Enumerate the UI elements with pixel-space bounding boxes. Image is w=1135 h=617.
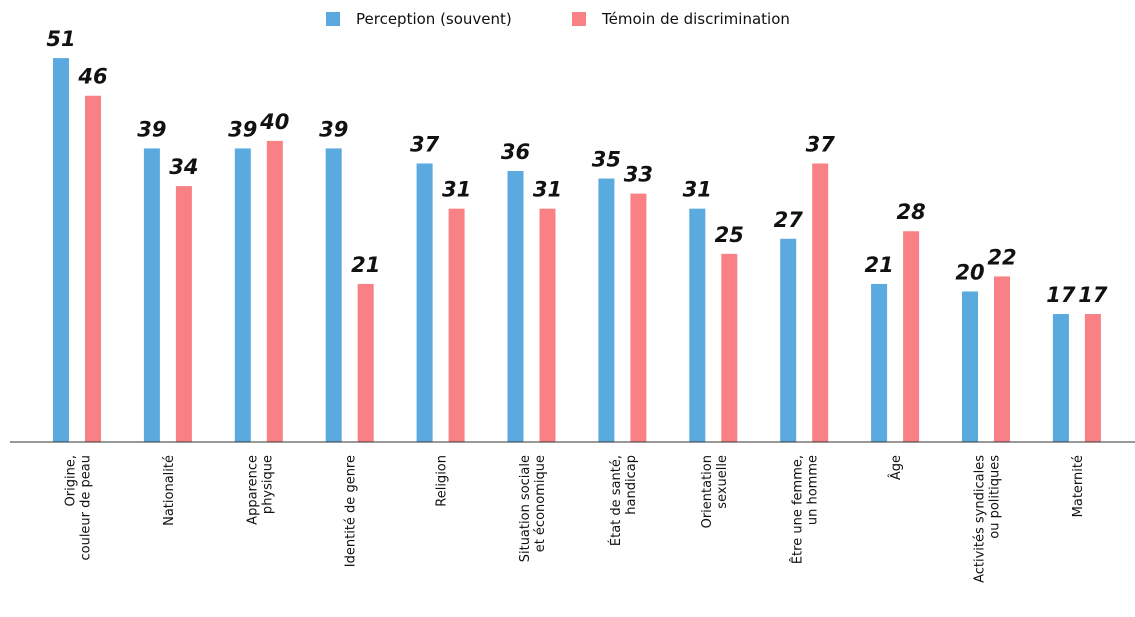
bar [507,171,524,442]
bar [812,163,829,442]
value-label: 22 [987,245,1016,269]
x-tick-label: Âge [888,455,904,480]
value-label: 28 [896,200,925,224]
bar [53,58,69,442]
x-tick-label: ou politiques [988,455,1003,539]
value-label: 37 [410,132,440,156]
bar [539,208,556,442]
legend-label: Perception (souvent) [356,10,512,28]
x-tick-label: physique [260,455,275,514]
x-tick-label: couleur de peau [79,455,94,561]
x-tick-label: Être une femme, [790,455,806,564]
x-tick-label: État de santé, [608,455,624,546]
x-tick-label: Activités syndicales [973,455,988,583]
bar [598,178,615,442]
value-label: 51 [46,27,75,51]
bar [689,208,706,442]
bar [780,238,797,442]
x-tick-label: Situation sociale [518,455,533,562]
bar [266,140,283,442]
bar [721,253,738,442]
value-label: 40 [259,110,289,134]
value-label: 20 [955,260,984,284]
bar [994,276,1010,442]
value-label: 39 [137,117,166,141]
value-label: 17 [1078,283,1108,307]
value-label: 27 [774,208,804,232]
value-label: 34 [169,155,198,179]
value-label: 33 [624,163,653,187]
value-label: 31 [533,178,562,202]
bar [325,148,342,442]
value-label: 46 [77,65,107,89]
value-label: 36 [501,140,530,164]
bar [1084,314,1101,442]
x-tick-label: Identité de genre [344,455,359,567]
x-tick-label: un homme [806,455,821,525]
x-tick-label: sexuelle [715,455,730,509]
x-tick-label: Orientation [700,455,715,528]
x-tick-label: Maternité [1071,455,1086,517]
legend-label: Témoin de discrimination [601,10,790,28]
x-tick-label: handicap [624,455,639,515]
bar [234,148,251,442]
bar [357,283,374,442]
value-label: 21 [864,253,893,277]
bar [448,208,465,442]
bar [143,148,160,442]
x-tick-label: Apparence [245,455,260,525]
bar [903,231,920,442]
x-tick-label: Origine, [64,455,79,506]
value-label: 39 [228,117,257,141]
value-label: 39 [319,117,348,141]
x-tick-label: Nationalité [162,455,177,526]
value-label: 25 [715,223,744,247]
value-label: 37 [806,132,836,156]
bar [416,163,433,442]
value-label: 21 [351,253,380,277]
legend-swatch [572,12,586,26]
x-tick-label: et économique [533,455,548,552]
bar [1052,314,1069,442]
value-label: 31 [442,178,471,202]
bar [175,186,192,442]
value-label: 31 [683,178,712,202]
bar [85,95,101,442]
legend-swatch [326,12,340,26]
value-label: 17 [1046,283,1076,307]
bar [962,291,978,442]
bar [630,193,647,442]
x-tick-label: Religion [435,455,450,507]
value-label: 35 [592,148,621,172]
bar [871,283,888,442]
